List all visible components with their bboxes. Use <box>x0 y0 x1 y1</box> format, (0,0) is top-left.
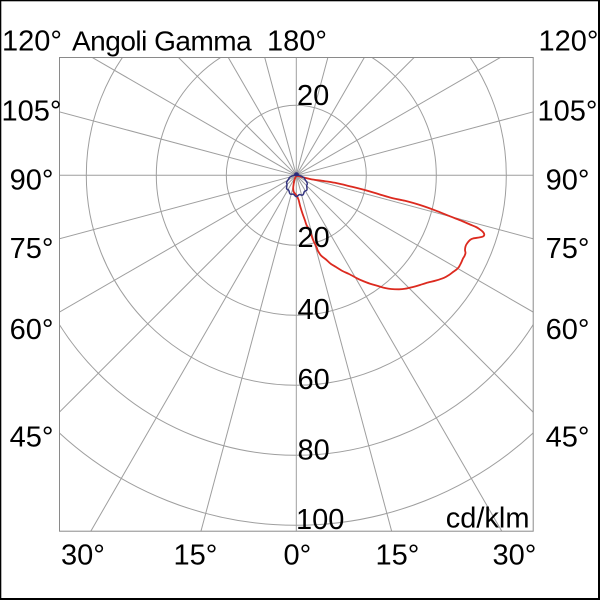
svg-text:40: 40 <box>298 294 330 326</box>
svg-text:75°: 75° <box>10 233 54 265</box>
svg-text:45°: 45° <box>546 422 590 454</box>
svg-text:105°: 105° <box>2 96 62 128</box>
svg-text:30°: 30° <box>61 540 105 572</box>
svg-text:45°: 45° <box>10 422 54 454</box>
svg-text:20: 20 <box>298 222 330 254</box>
svg-text:60: 60 <box>298 364 330 396</box>
svg-text:75°: 75° <box>546 233 590 265</box>
svg-text:120°: 120° <box>539 26 599 58</box>
svg-text:90°: 90° <box>546 165 590 197</box>
svg-text:180°: 180° <box>267 26 327 58</box>
svg-text:15°: 15° <box>376 540 420 572</box>
svg-text:cd/klm: cd/klm <box>446 503 530 535</box>
svg-text:100: 100 <box>296 504 344 536</box>
svg-text:60°: 60° <box>10 314 54 346</box>
svg-text:105°: 105° <box>538 96 598 128</box>
svg-text:30°: 30° <box>493 540 537 572</box>
svg-text:Angoli Gamma: Angoli Gamma <box>72 26 252 57</box>
svg-text:80: 80 <box>298 435 330 467</box>
svg-text:120°: 120° <box>2 26 62 58</box>
svg-text:20: 20 <box>297 80 329 112</box>
svg-text:60°: 60° <box>546 314 590 346</box>
svg-text:90°: 90° <box>10 165 54 197</box>
svg-text:15°: 15° <box>174 540 218 572</box>
svg-text:0°: 0° <box>284 540 312 572</box>
